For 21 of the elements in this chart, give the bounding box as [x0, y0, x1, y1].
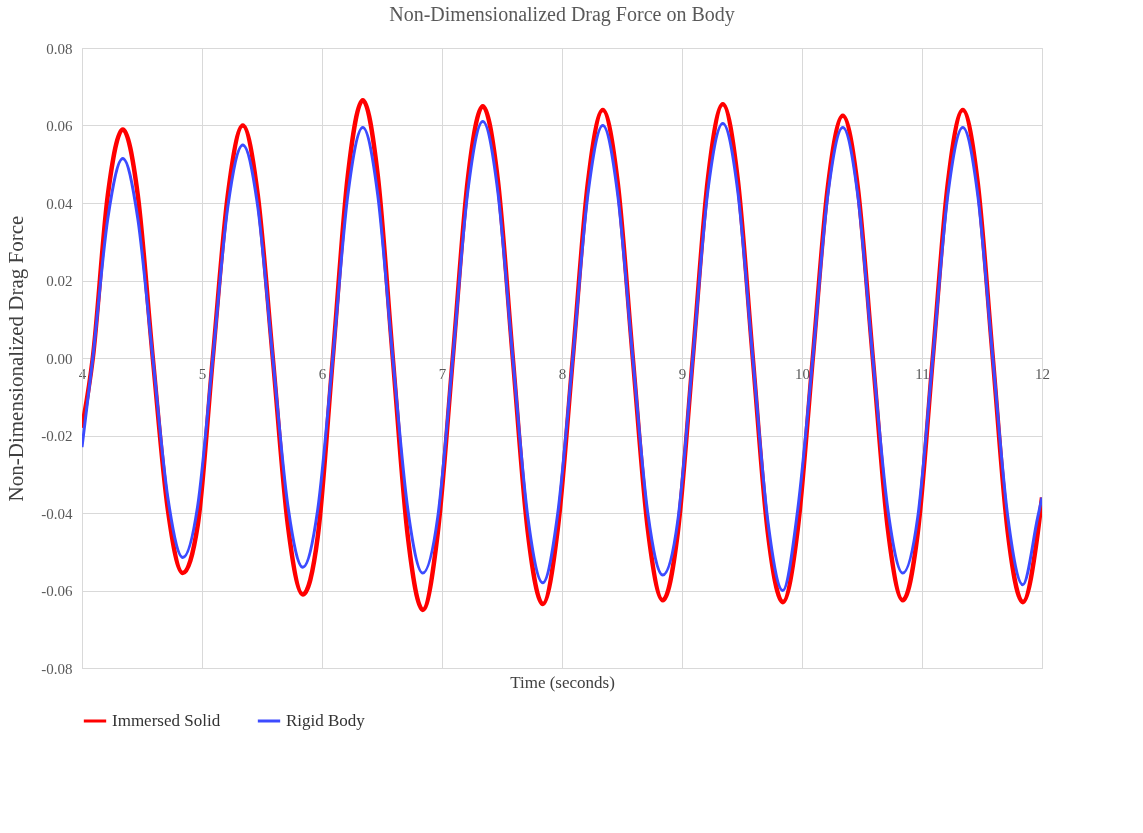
y-tick-label: 0.08: [46, 40, 73, 57]
x-tick-label: 9: [678, 365, 687, 382]
y-tick-label: -0.02: [41, 428, 73, 444]
x-tick-label: 6: [318, 365, 327, 382]
x-tick-label: 8: [558, 365, 567, 382]
y-tick-label: 0.04: [46, 195, 73, 212]
x-tick-label: 12: [1035, 365, 1050, 382]
y-axis-title: Non-Dimensionalized Drag Force: [4, 215, 29, 502]
y-tick-label: -0.04: [41, 505, 73, 522]
x-axis-title: Time (seconds): [510, 672, 615, 692]
legend-label: Rigid Body: [286, 711, 366, 730]
x-tick-label: 11: [915, 365, 930, 382]
x-tick-label: 5: [198, 365, 207, 382]
y-tick-label: -0.08: [41, 660, 73, 677]
y-tick-label: 0.00: [46, 350, 73, 367]
y-tick-label: 0.02: [46, 273, 73, 289]
legend-label: Immersed Solid: [112, 711, 221, 730]
y-tick-label: 0.06: [46, 118, 73, 134]
y-tick-label: -0.06: [41, 583, 73, 599]
x-tick-label: 7: [438, 365, 447, 382]
chart-title: Non-Dimensionalized Drag Force on Body: [389, 3, 735, 26]
